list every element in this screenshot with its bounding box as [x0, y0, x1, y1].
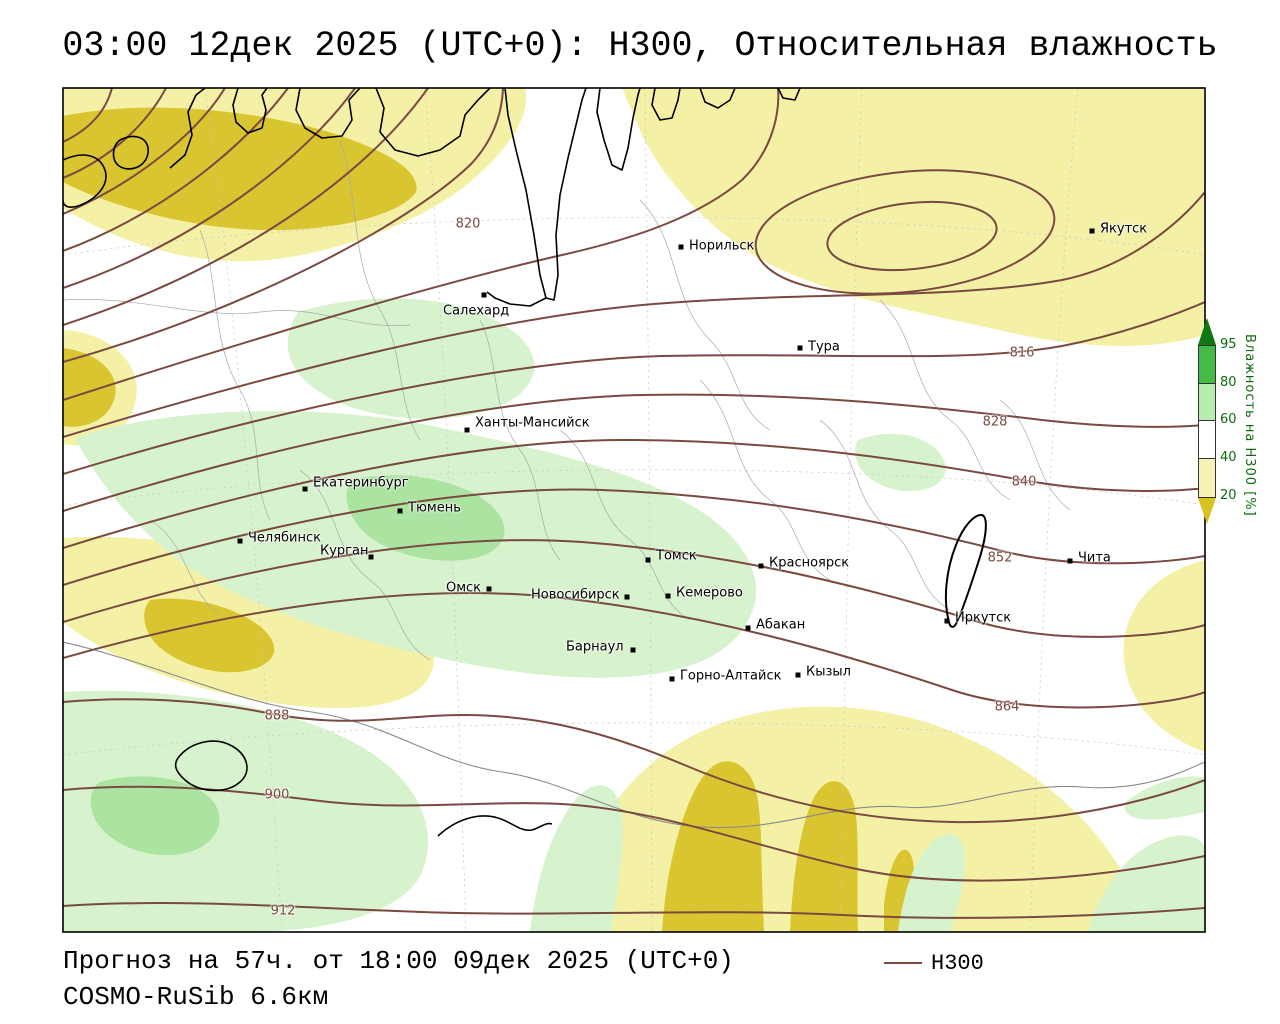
contour-value-label: 816 — [1009, 345, 1035, 361]
city-label: Горно-Алтайск — [680, 668, 782, 684]
city-label: Красноярск — [769, 555, 850, 571]
city-label: Иркутск — [955, 610, 1012, 626]
city-label: Томск — [656, 548, 697, 564]
graticule-layer — [63, 88, 1205, 932]
contour-value-label: 852 — [987, 550, 1013, 566]
contour-value-label: 820 — [455, 216, 481, 232]
lake-baikal-outline — [944, 514, 987, 628]
city-marker — [481, 292, 487, 298]
city-marker — [237, 538, 243, 544]
city-label: Тура — [808, 339, 840, 355]
city-marker — [678, 244, 684, 250]
city-marker — [797, 345, 803, 351]
city-marker — [1089, 228, 1095, 234]
city-marker — [669, 676, 675, 682]
h300-legend-label: H300 — [931, 950, 984, 976]
national-border — [63, 641, 1205, 829]
city-marker — [302, 486, 308, 492]
colorbar-tick-label: 40 — [1220, 450, 1237, 465]
colorbar-segment — [1199, 459, 1215, 497]
colorbar-arrow-up — [1198, 318, 1216, 345]
humidity-shading-dark-yellow-layer — [63, 107, 915, 932]
colorbar-segment — [1199, 346, 1215, 384]
city-marker — [624, 594, 630, 600]
forecast-caption: Прогноз на 57ч. от 18:00 09дек 2025 (UTC… — [63, 946, 734, 976]
colorbar-tick-label: 95 — [1220, 337, 1237, 352]
city-label: Новосибирск — [531, 587, 620, 603]
colorbar-body — [1198, 345, 1216, 498]
contour-value-label: 864 — [994, 699, 1020, 715]
contour-legend: H300 — [884, 946, 984, 980]
coastline-layer — [63, 88, 987, 837]
city-label: Барнаул — [566, 639, 624, 655]
city-label: Кемерово — [676, 585, 743, 601]
city-label: Курган — [320, 543, 369, 559]
city-label: Екатеринбург — [313, 475, 409, 491]
colorbar-tick-label: 80 — [1220, 375, 1237, 390]
city-label: Якутск — [1100, 221, 1148, 237]
colorbar-arrow-down — [1198, 498, 1216, 524]
city-marker — [486, 586, 492, 592]
city-label: Ханты-Мансийск — [475, 415, 590, 431]
colorbar-segment — [1199, 384, 1215, 421]
city-marker — [368, 554, 374, 560]
city-label: Салехард — [443, 303, 510, 319]
city-marker — [665, 593, 671, 599]
h300-contours-layer — [63, 88, 1205, 919]
admin-borders-layer — [63, 139, 1071, 661]
city-label: Тюмень — [408, 500, 461, 516]
city-label: Кызыл — [806, 664, 851, 680]
city-marker — [397, 508, 403, 514]
city-label: Чита — [1078, 550, 1111, 566]
page-title: 03:00 12дек 2025 (UTC+0): H300, Относите… — [62, 26, 1218, 66]
colorbar-tick-label: 60 — [1220, 412, 1237, 427]
contour-value-label: 840 — [1011, 474, 1037, 490]
city-marker — [1067, 558, 1073, 564]
model-caption: COSMO-RuSib 6.6км — [63, 982, 329, 1012]
colorbar-title: Влажность на H300 [%] — [1242, 334, 1257, 517]
h300-contour-line-sample — [884, 962, 922, 964]
contour-value-label: 828 — [982, 414, 1008, 430]
city-marker — [645, 557, 651, 563]
contour-value-label: 888 — [264, 708, 290, 724]
city-marker — [758, 563, 764, 569]
humidity-colorbar — [1198, 318, 1216, 524]
contour-value-label: 912 — [270, 903, 296, 919]
city-label: Норильск — [689, 238, 755, 254]
city-marker — [630, 647, 636, 653]
colorbar-tick-label: 20 — [1220, 488, 1237, 503]
city-marker — [944, 618, 950, 624]
city-label: Абакан — [756, 617, 806, 633]
city-label: Омск — [446, 580, 482, 596]
city-marker — [745, 625, 751, 631]
city-marker — [464, 427, 470, 433]
colorbar-segment — [1199, 421, 1215, 459]
contour-value-label: 900 — [264, 787, 290, 803]
city-marker — [795, 672, 801, 678]
city-label: Челябинск — [248, 530, 322, 546]
